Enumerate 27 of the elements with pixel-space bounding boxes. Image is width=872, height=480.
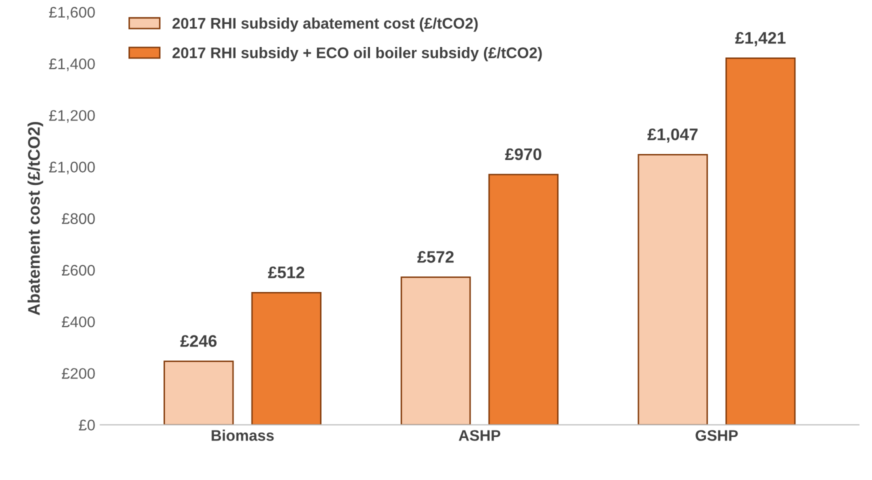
data-label: £246	[180, 335, 217, 347]
y-tick-label: £1,400	[49, 58, 95, 72]
y-tick-label: £0	[78, 420, 95, 430]
data-label: £1,421	[735, 32, 786, 46]
data-label: £572	[417, 251, 454, 263]
data-label: £1,047	[648, 128, 698, 143]
bar	[725, 57, 796, 425]
y-tick-label: £800	[62, 213, 95, 224]
bar	[400, 276, 471, 425]
y-tick-label: £200	[62, 368, 95, 379]
y-tick-label: £400	[62, 316, 95, 328]
bar	[638, 154, 708, 425]
bar	[251, 292, 322, 425]
bar	[164, 360, 234, 425]
y-tick-label: £1,200	[49, 110, 95, 123]
y-tick-label: £600	[62, 264, 95, 276]
y-tick-label: £1,000	[49, 162, 95, 174]
data-label: £970	[505, 148, 542, 160]
y-tick-label: £1,600	[49, 6, 95, 20]
x-tick-label: Biomass	[212, 430, 274, 441]
legend-label: 2017 RHI subsidy + ECO oil boiler subsidy (£/tCO2)	[172, 47, 542, 62]
legend-label: 2017 RHI subsidy abatement cost (£/tCO2)	[172, 17, 478, 32]
y-axis-title: Abatement cost (£/tCO2)	[28, 122, 44, 316]
x-tick-label: GSHP	[696, 430, 738, 441]
bar	[488, 174, 559, 425]
data-label: £512	[268, 266, 304, 278]
x-tick-label: ASHP	[458, 430, 500, 441]
